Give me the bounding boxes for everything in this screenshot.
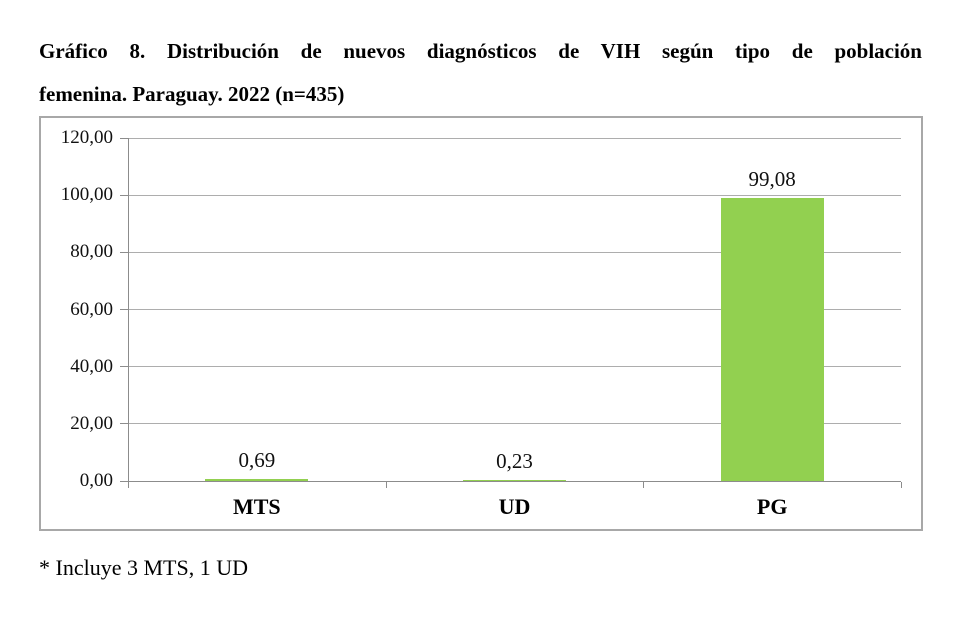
bar-ud bbox=[463, 480, 566, 481]
chart-title-line2: femenina. Paraguay. 2022 (n=435) bbox=[39, 82, 345, 106]
x-axis-line bbox=[128, 481, 901, 482]
y-gridline bbox=[128, 251, 901, 253]
y-gridline bbox=[128, 366, 901, 368]
y-axis-tick-label: 100,00 bbox=[60, 184, 113, 206]
y-axis-tick bbox=[120, 251, 128, 253]
y-axis-tick bbox=[120, 194, 128, 196]
chart-frame: 120,00 100,00 80,00 60,00 40,00 20,00 0,00 0,69… bbox=[39, 116, 923, 531]
y-gridline bbox=[128, 423, 901, 425]
bar-value-label: 99,08 bbox=[748, 166, 796, 191]
y-axis-tick-label: 60,00 bbox=[70, 298, 113, 320]
bar-value-label: 0,23 bbox=[496, 449, 533, 474]
bar-mts bbox=[205, 479, 309, 481]
y-axis-tick-label: 20,00 bbox=[70, 412, 113, 434]
chart-title-line1: Gráfico 8. Distribución de nuevos diagnó… bbox=[39, 39, 922, 63]
plot-area: 120,00 100,00 80,00 60,00 40,00 20,00 0,00 0,69… bbox=[41, 118, 921, 529]
y-axis-tick bbox=[120, 309, 128, 310]
y-axis-tick bbox=[120, 137, 128, 139]
bar-pg bbox=[720, 197, 824, 481]
y-axis-line bbox=[128, 138, 129, 487]
x-axis-tick bbox=[901, 482, 902, 488]
category-label-ud: UD bbox=[498, 494, 531, 519]
x-axis-tick bbox=[643, 482, 645, 488]
y-gridline bbox=[128, 309, 901, 310]
chart-footnote: * Incluye 3 MTS, 1 UD bbox=[39, 555, 248, 580]
bar-value-label: 0,69 bbox=[238, 448, 276, 473]
y-axis-tick bbox=[120, 423, 128, 425]
y-axis-tick bbox=[120, 366, 128, 368]
y-gridline bbox=[128, 194, 901, 196]
y-axis-tick-label: 40,00 bbox=[70, 355, 113, 377]
x-axis-tick bbox=[385, 482, 387, 488]
y-axis-tick-label: 80,00 bbox=[70, 241, 113, 263]
chart-title: Gráfico 8. Distribución de nuevos diagnó… bbox=[39, 30, 922, 116]
category-label-pg: PG bbox=[756, 494, 788, 519]
y-axis-tick-label: 120,00 bbox=[60, 127, 113, 148]
x-axis-tick bbox=[128, 482, 129, 488]
category-label-mts: MTS bbox=[232, 494, 281, 519]
y-gridline bbox=[128, 137, 901, 139]
y-axis-tick-label: 0,00 bbox=[79, 470, 113, 491]
y-axis-tick bbox=[120, 480, 128, 482]
